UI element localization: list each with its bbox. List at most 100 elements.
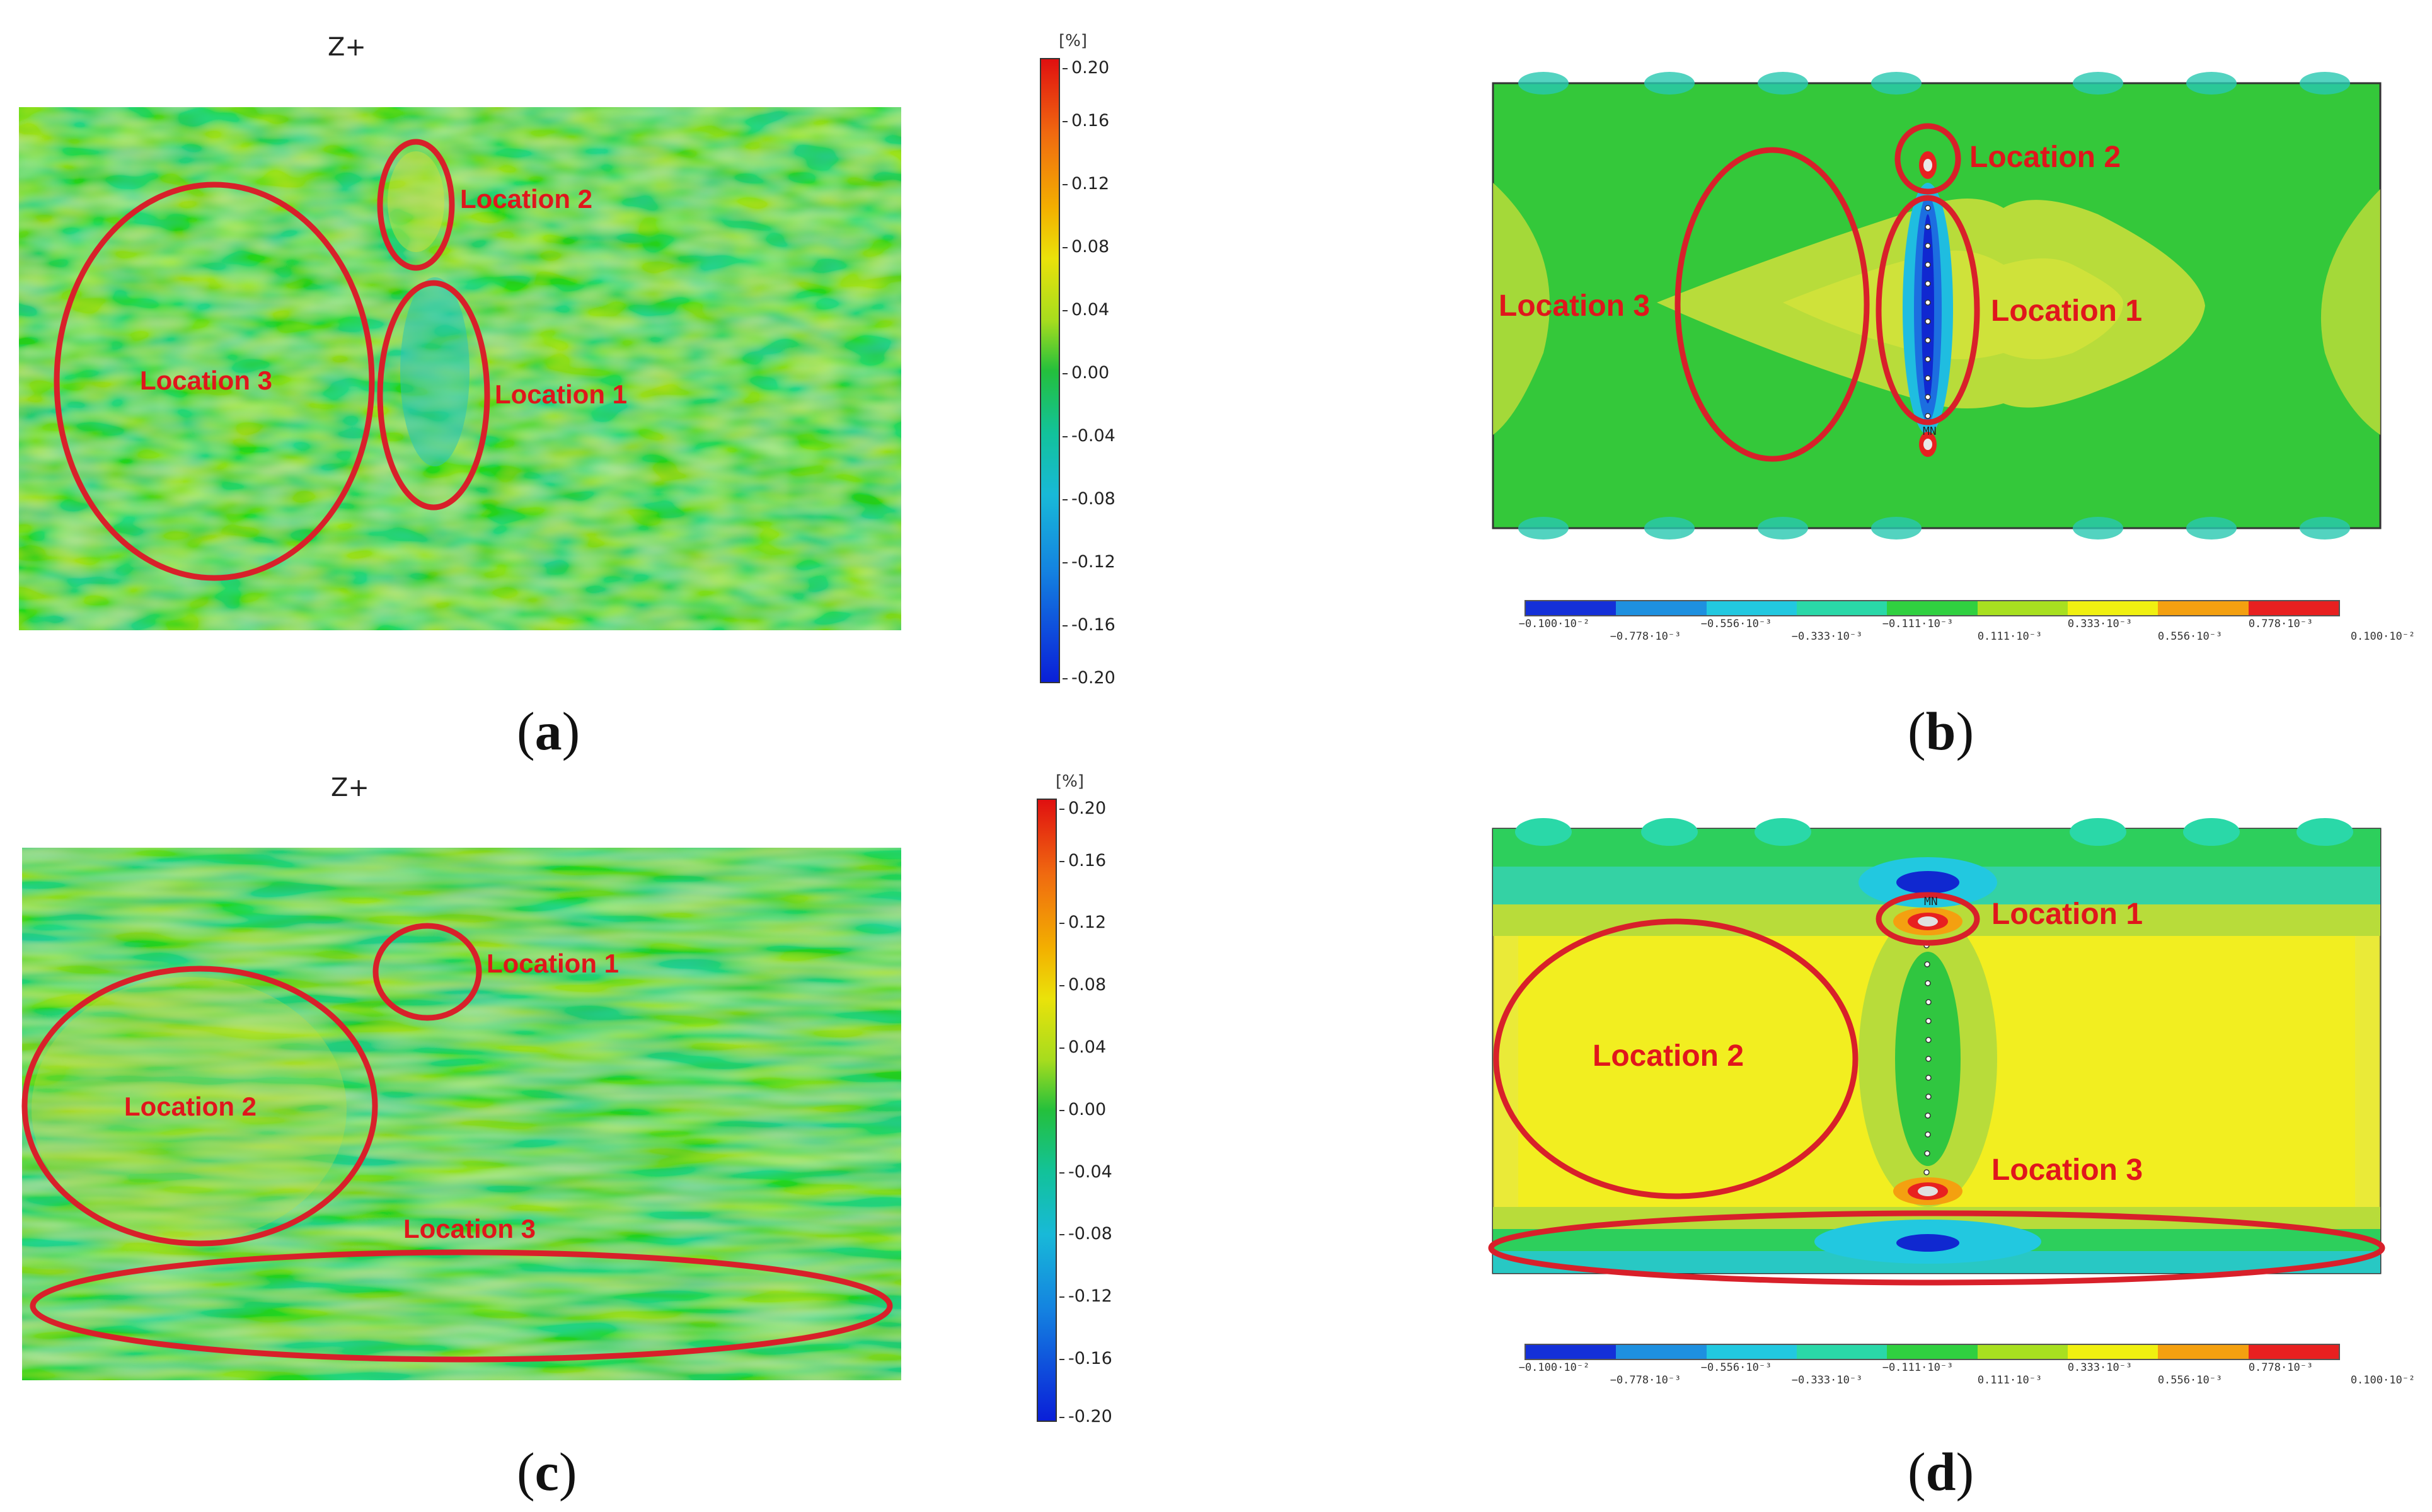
colorbar-tick: -0.12: [1063, 552, 1115, 572]
strain-colorbar: [1037, 799, 1057, 1422]
location-3-label: Location 3: [1499, 289, 1651, 323]
colorbar-unit: [%]: [1059, 32, 1087, 50]
colorbar-tick: −0.100·10⁻²: [1518, 1361, 1590, 1374]
panel-d: MN Location 1 Location 2 Location 3 −0.1…: [1216, 756, 2432, 1512]
view-label: Z+: [328, 33, 366, 62]
panel-b: MN Location 2 Location 1 Location 3 −0.1…: [1216, 0, 2432, 761]
panel-label-d: (d): [1908, 1441, 1974, 1502]
colorbar-swatch: [1616, 1345, 1707, 1359]
location-3-label: Location 3: [140, 366, 273, 395]
colorbar-swatch: [1977, 601, 2068, 615]
panel-a: Z+ Location 2 Location 1 Location 3 [%] …: [0, 0, 1216, 761]
location-1-label: Location 1: [1991, 294, 2143, 328]
colorbar-tick: 0.16: [1062, 111, 1110, 130]
colorbar-tick: −0.333·10⁻³: [1791, 630, 1863, 643]
colorbar-swatch: [1796, 1345, 1887, 1359]
colorbar-tick: 0.556·10⁻³: [2157, 1374, 2223, 1387]
colorbar-swatch: [2067, 601, 2158, 615]
location-3-ellipse: [30, 1249, 893, 1363]
colorbar-tick: -0.16: [1059, 1349, 1112, 1368]
colorbar-tick: 0.100·10⁻²: [2350, 630, 2416, 643]
colorbar-tick: 0.556·10⁻³: [2157, 630, 2223, 643]
colorbar-swatch: [1887, 1345, 1978, 1359]
colorbar-swatch: [2158, 1345, 2249, 1359]
location-2-label: Location 2: [124, 1092, 257, 1121]
strain-map-a: [19, 107, 901, 630]
colorbar-tick: −0.111·10⁻³: [1882, 618, 1954, 630]
colorbar-tick: 0.333·10⁻³: [2067, 618, 2133, 630]
location-1-ellipse: [372, 923, 482, 1021]
panel-c: Z+ Location 1 Location 2 Location 3 [%] …: [0, 756, 1216, 1512]
location-2-label: Location 2: [460, 184, 593, 214]
location-3-ellipse: [1674, 147, 1870, 462]
colorbar-tick: 0.00: [1062, 363, 1110, 383]
colorbar-tick: −0.778·10⁻³: [1610, 1374, 1681, 1387]
location-1-label: Location 1: [495, 379, 628, 409]
colorbar-tick: 0.12: [1062, 174, 1110, 193]
location-3-label: Location 3: [1991, 1153, 2143, 1187]
colorbar-tick: 0.04: [1062, 300, 1110, 320]
location-2-ellipse: [1894, 123, 1961, 195]
colorbar-swatch: [2158, 601, 2249, 615]
colorbar-tick: 0.08: [1059, 975, 1107, 995]
view-label: Z+: [331, 773, 369, 802]
colorbar-tick: -0.04: [1063, 426, 1115, 446]
location-2-label: Location 2: [1593, 1039, 1744, 1073]
colorbar-tick: 0.778·10⁻³: [2248, 618, 2314, 630]
location-2-ellipse: [377, 139, 455, 271]
node-label: MN: [1924, 895, 1938, 908]
colorbar-tick: 0.08: [1062, 237, 1110, 257]
fe-colorbar: [1524, 1344, 2340, 1360]
location-2-ellipse: [21, 966, 378, 1247]
location-1-ellipse: [377, 280, 490, 511]
location-1-ellipse: [1876, 892, 1980, 946]
colorbar-swatch: [1977, 1345, 2068, 1359]
colorbar-tick: 0.20: [1062, 58, 1110, 78]
colorbar-tick: −0.556·10⁻³: [1700, 1361, 1772, 1374]
location-3-label: Location 3: [403, 1214, 536, 1244]
colorbar-swatch: [1706, 601, 1797, 615]
node-label: MN: [1923, 425, 1937, 438]
colorbar-tick: −0.100·10⁻²: [1518, 618, 1590, 630]
colorbar-swatch: [2067, 1345, 2158, 1359]
colorbar-tick: 0.20: [1059, 799, 1107, 818]
location-1-label: Location 1: [1991, 897, 2143, 931]
colorbar-tick: -0.04: [1059, 1162, 1112, 1182]
fe-map-b: [1492, 72, 2382, 540]
colorbar-tick: 0.04: [1059, 1037, 1107, 1057]
colorbar-swatch: [1796, 601, 1887, 615]
colorbar-swatch: [2248, 601, 2339, 615]
colorbar-tick: 0.333·10⁻³: [2067, 1361, 2133, 1374]
colorbar-tick: 0.16: [1059, 851, 1107, 870]
location-2-label: Location 2: [1969, 141, 2121, 174]
colorbar-swatch: [1887, 601, 1978, 615]
colorbar-swatch: [2248, 1345, 2339, 1359]
colorbar-tick: −0.778·10⁻³: [1610, 630, 1681, 643]
strain-colorbar: [1040, 58, 1060, 683]
panel-label-a: (a): [517, 701, 580, 761]
fe-map-d: [1488, 818, 2385, 1286]
colorbar-tick: 0.778·10⁻³: [2248, 1361, 2314, 1374]
panel-label-c: (c): [517, 1441, 577, 1502]
colorbar-tick: 0.00: [1059, 1100, 1107, 1119]
strain-map-c: [21, 848, 901, 1380]
panel-label-b: (b): [1908, 701, 1974, 761]
colorbar-swatch: [1616, 601, 1707, 615]
colorbar-tick: -0.08: [1063, 489, 1115, 509]
location-1-ellipse: [1876, 195, 1980, 425]
colorbar-swatch: [1526, 1345, 1617, 1359]
location-2-ellipse: [1493, 918, 1859, 1199]
location-3-ellipse: [54, 182, 375, 581]
colorbar-tick: -0.20: [1063, 668, 1115, 688]
colorbar-tick: 0.100·10⁻²: [2350, 1374, 2416, 1387]
colorbar-tick: -0.16: [1063, 615, 1115, 635]
colorbar-unit: [%]: [1056, 772, 1084, 791]
colorbar-swatch: [1706, 1345, 1797, 1359]
colorbar-tick: -0.08: [1059, 1224, 1112, 1244]
location-1-label: Location 1: [487, 949, 620, 978]
colorbar-tick: -0.20: [1059, 1407, 1112, 1426]
colorbar-tick: 0.111·10⁻³: [1977, 630, 2043, 643]
colorbar-tick: −0.556·10⁻³: [1700, 618, 1772, 630]
fe-colorbar: [1524, 600, 2340, 616]
colorbar-tick: 0.111·10⁻³: [1977, 1374, 2043, 1387]
